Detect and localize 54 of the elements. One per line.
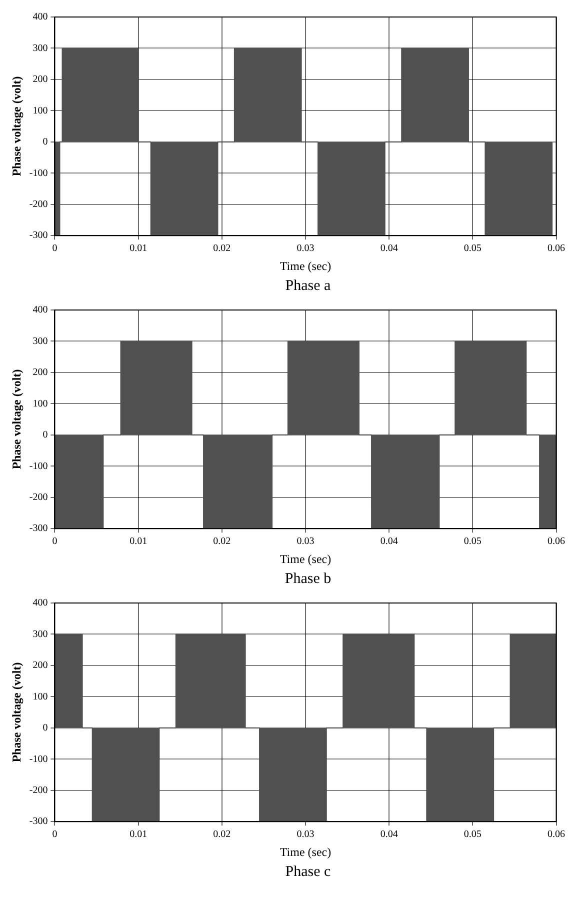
x-tick-label: 0.02 xyxy=(213,536,231,548)
y-tick-label: 200 xyxy=(32,660,48,672)
x-tick-label: 0.04 xyxy=(380,536,398,548)
x-tick-label: 0 xyxy=(52,829,58,840)
y-tick-label: 0 xyxy=(42,136,48,148)
x-tick-label: 0.05 xyxy=(464,536,482,548)
y-tick-label: 400 xyxy=(32,304,48,316)
x-tick-label: 0.06 xyxy=(548,829,565,840)
y-tick-label: 0 xyxy=(42,722,48,734)
y-tick-label: -300 xyxy=(29,230,48,242)
y-tick-label: 300 xyxy=(32,336,48,347)
y-tick-label: 100 xyxy=(32,691,48,702)
x-tick-label: 0.04 xyxy=(380,243,398,254)
text: Phase c xyxy=(284,864,332,881)
x-axis-title: Time (sec) xyxy=(280,844,332,859)
x-tick-label: 0.01 xyxy=(130,536,148,548)
y-tick-label: -200 xyxy=(29,784,48,796)
x-tick-label: 0.03 xyxy=(296,536,314,548)
x-tick-label: 0.03 xyxy=(296,829,314,840)
x-tick-label: 0.01 xyxy=(130,243,148,254)
y-tick-label: -100 xyxy=(29,754,48,765)
y-axis-title: Phase voltage (volt) xyxy=(9,369,24,470)
y-tick-label: -300 xyxy=(29,816,48,828)
y-tick-label: 100 xyxy=(32,105,48,116)
x-tick-label: 0 xyxy=(52,536,58,548)
x-axis-title: Time (sec) xyxy=(280,258,332,273)
x-tick-label: 0.05 xyxy=(464,243,482,254)
y-tick-label: 300 xyxy=(32,628,48,640)
y-tick-label: 100 xyxy=(32,398,48,410)
text: Phase b xyxy=(284,571,332,588)
x-tick-label: 0.06 xyxy=(548,536,565,548)
x-tick-label: 0.04 xyxy=(380,829,398,840)
y-tick-label: 200 xyxy=(32,367,48,378)
x-tick-label: 0.05 xyxy=(464,829,482,840)
y-tick-label: -100 xyxy=(29,168,48,179)
y-tick-label: 0 xyxy=(42,430,48,441)
x-tick-label: 0.01 xyxy=(130,829,148,840)
y-tick-label: 400 xyxy=(32,12,48,23)
x-tick-label: 0 xyxy=(52,243,58,254)
x-tick-label: 0.03 xyxy=(296,243,314,254)
y-tick-label: 200 xyxy=(32,74,48,86)
y-tick-label: -100 xyxy=(29,460,48,472)
y-axis-title: Phase voltage (volt) xyxy=(9,662,24,762)
y-tick-label: -200 xyxy=(29,198,48,210)
text: Phase a xyxy=(284,278,332,295)
y-tick-label: -300 xyxy=(29,523,48,534)
y-tick-label: 400 xyxy=(32,598,48,609)
y-axis-title: Phase voltage (volt) xyxy=(9,76,24,176)
y-tick-label: -200 xyxy=(29,492,48,503)
x-tick-label: 0.06 xyxy=(548,243,565,254)
x-tick-label: 0.02 xyxy=(213,829,231,840)
x-tick-label: 0.02 xyxy=(213,243,231,254)
y-tick-label: 300 xyxy=(32,42,48,54)
x-axis-title: Time (sec) xyxy=(280,552,332,566)
